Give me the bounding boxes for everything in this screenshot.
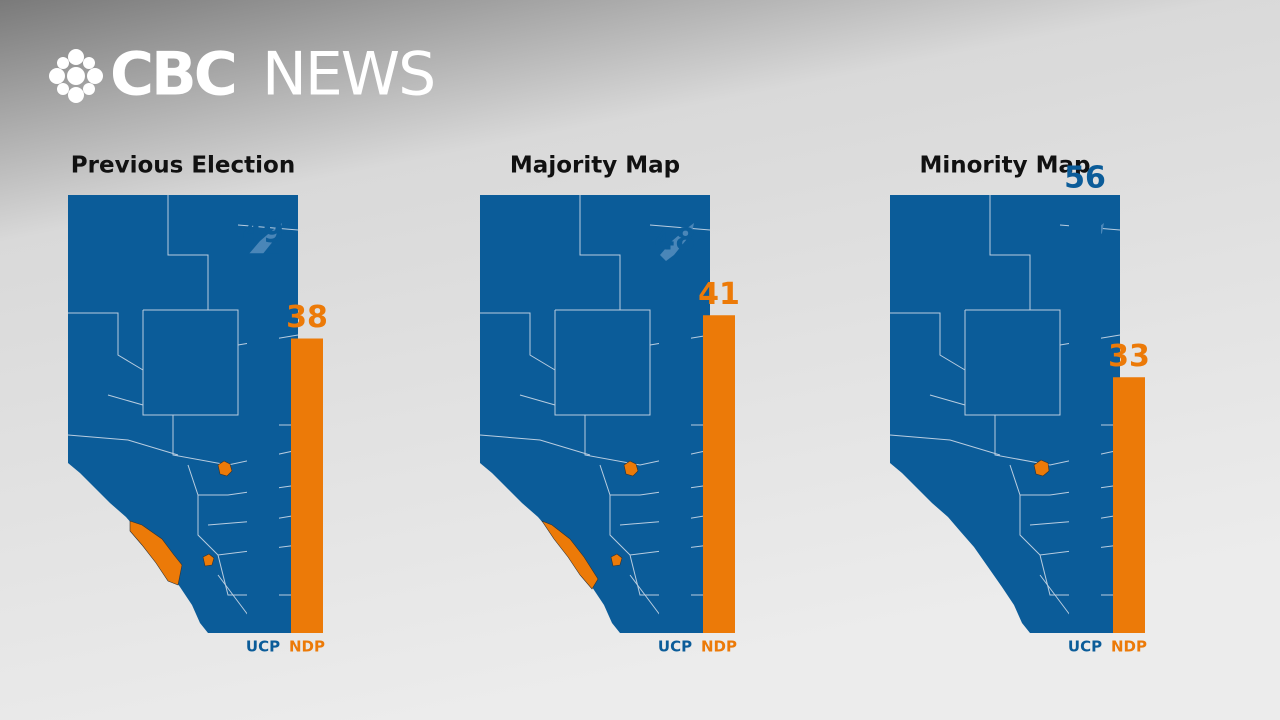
map-patch — [623, 460, 639, 477]
logo-gem — [68, 49, 84, 65]
map-boundary — [142, 309, 239, 416]
map-patch — [129, 520, 183, 586]
map-boundary — [964, 309, 1061, 416]
category-label: NDP — [1111, 638, 1147, 656]
category-label: UCP — [658, 638, 692, 656]
map-lake — [660, 223, 694, 261]
map-boundary — [67, 434, 179, 456]
value-label: 48 — [654, 223, 696, 258]
value-label: 41 — [698, 277, 740, 312]
logo: CBC NEWS — [49, 40, 436, 110]
category-label: UCP — [246, 638, 280, 656]
map-shape — [68, 195, 298, 633]
map-boundary — [554, 309, 651, 416]
map-boundary — [579, 195, 621, 310]
panel-title: Previous Election — [71, 153, 295, 179]
bar — [1069, 199, 1101, 633]
bar — [1113, 377, 1145, 633]
map-boundary — [107, 394, 144, 406]
map-shape — [890, 195, 1120, 633]
value-label: 38 — [286, 300, 328, 335]
bar — [703, 315, 735, 633]
logo-gem — [57, 57, 69, 69]
category-label: NDP — [289, 638, 325, 656]
logo-gem — [87, 68, 103, 84]
value-label: 56 — [1064, 161, 1106, 196]
map-boundary — [649, 224, 711, 231]
category-label: NDP — [701, 638, 737, 656]
map-boundary — [519, 394, 556, 406]
logo-gem — [83, 83, 95, 95]
map-boundary — [68, 312, 144, 371]
logo-text: NEWS — [262, 40, 434, 110]
logo-gem — [67, 67, 85, 85]
bar — [659, 261, 691, 633]
logo-gem — [57, 83, 69, 95]
map-boundary — [237, 224, 299, 231]
map-boundary — [480, 312, 556, 371]
map-shape — [480, 195, 710, 633]
panel-title: Minority Map — [919, 153, 1090, 179]
map-patch — [202, 553, 215, 567]
panel: Majority Map 48 UCP 41 NDP — [479, 153, 740, 656]
logo-text: CBC — [110, 40, 235, 110]
value-label: 49 — [242, 215, 284, 250]
map-boundary — [889, 434, 1001, 456]
map-lake — [248, 223, 282, 261]
panel: Previous Election 49 UCP 38 NDP — [67, 153, 328, 656]
map-patch — [1033, 459, 1050, 477]
map-patch — [541, 520, 599, 590]
logo-gem — [83, 57, 95, 69]
map-boundary — [479, 434, 591, 456]
logo-gem — [49, 68, 65, 84]
map-patch — [610, 553, 623, 567]
logo-gem — [68, 87, 84, 103]
category-label: UCP — [1068, 638, 1102, 656]
panel-title: Majority Map — [510, 153, 680, 179]
map-boundary — [890, 312, 966, 371]
map-boundary — [929, 394, 966, 406]
map — [479, 195, 711, 633]
bar — [247, 253, 279, 633]
map-boundary — [989, 195, 1031, 310]
value-label: 33 — [1108, 339, 1150, 374]
bar — [291, 338, 323, 633]
map-patch — [217, 460, 233, 477]
map-boundary — [167, 195, 209, 310]
